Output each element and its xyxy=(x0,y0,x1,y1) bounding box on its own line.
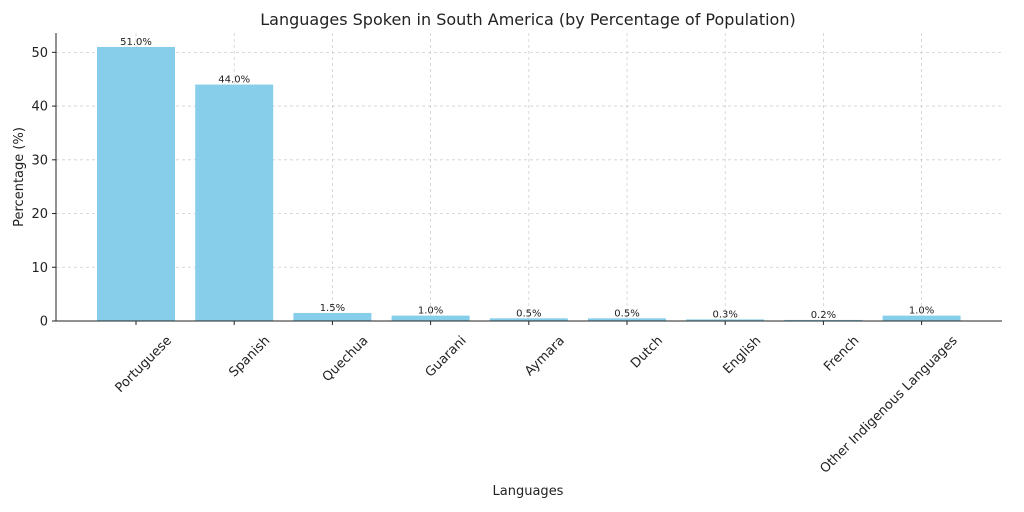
data-label: 0.5% xyxy=(614,308,639,319)
bar xyxy=(195,84,274,321)
x-tick-label: French xyxy=(821,333,862,374)
x-tick-label: Spanish xyxy=(226,333,273,380)
x-ticks: Portuguese Spanish Quechua Guarani Aymara Dut… xyxy=(113,321,961,477)
x-tick-label: Aymara xyxy=(522,333,568,379)
bar xyxy=(489,318,568,321)
data-label: 0.5% xyxy=(516,308,541,319)
y-axis-label: Percentage (%) xyxy=(12,127,27,227)
bars xyxy=(97,46,961,321)
x-tick-label: Quechua xyxy=(320,333,372,385)
x-tick-label: Dutch xyxy=(628,333,666,371)
bar xyxy=(784,319,863,321)
y-tick-label: 20 xyxy=(31,207,48,222)
data-label: 1.5% xyxy=(320,303,345,314)
y-tick-label: 30 xyxy=(31,153,48,168)
bar xyxy=(882,315,961,321)
chart-title: Languages Spoken in South America (by Pe… xyxy=(260,10,795,29)
data-labels: 51.0% 44.0% 1.5% 1.0% 0.5% 0.5% 0.3% 0.2% 1.0% xyxy=(120,37,934,321)
y-tick-label: 50 xyxy=(31,46,48,61)
x-axis-label: Languages xyxy=(493,484,564,499)
y-tick-label: 0 xyxy=(40,315,48,330)
data-label: 1.0% xyxy=(909,306,934,317)
x-tick-label: Guarani xyxy=(423,333,470,380)
data-label: 51.0% xyxy=(120,37,152,48)
bar xyxy=(391,315,470,321)
x-tick-label: English xyxy=(720,333,764,377)
data-label: 0.2% xyxy=(811,310,836,321)
data-label: 0.3% xyxy=(712,309,737,320)
bar xyxy=(293,312,372,321)
bar xyxy=(588,318,666,321)
data-label: 1.0% xyxy=(418,306,443,317)
y-tick-label: 40 xyxy=(31,100,48,115)
x-tick-label: Portuguese xyxy=(113,333,175,395)
y-tick-label: 10 xyxy=(31,261,48,276)
bar xyxy=(97,46,175,321)
bar xyxy=(686,319,765,321)
data-label: 44.0% xyxy=(218,75,250,86)
y-ticks: 0 10 20 30 40 50 xyxy=(31,46,56,330)
